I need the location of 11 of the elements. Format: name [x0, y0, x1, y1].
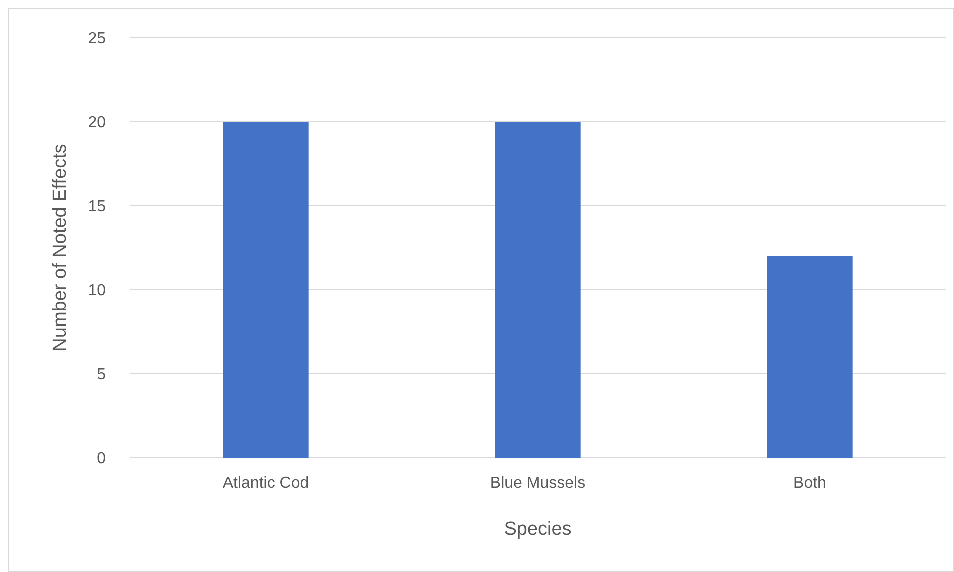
- y-tick-label: 15: [88, 198, 106, 216]
- y-tick-label: 10: [88, 282, 106, 300]
- y-tick-label: 25: [88, 30, 106, 48]
- y-tick-label: 0: [97, 450, 106, 468]
- y-tick-label: 5: [97, 366, 106, 384]
- y-tick-label: 20: [88, 114, 106, 132]
- x-axis-title: Species: [504, 519, 572, 540]
- y-axis-title: Number of Noted Effects: [50, 144, 71, 352]
- x-tick-label: Atlantic Cod: [222, 475, 310, 492]
- x-tick-label: Both: [794, 475, 826, 492]
- x-tick-label: Blue Mussels: [490, 475, 586, 492]
